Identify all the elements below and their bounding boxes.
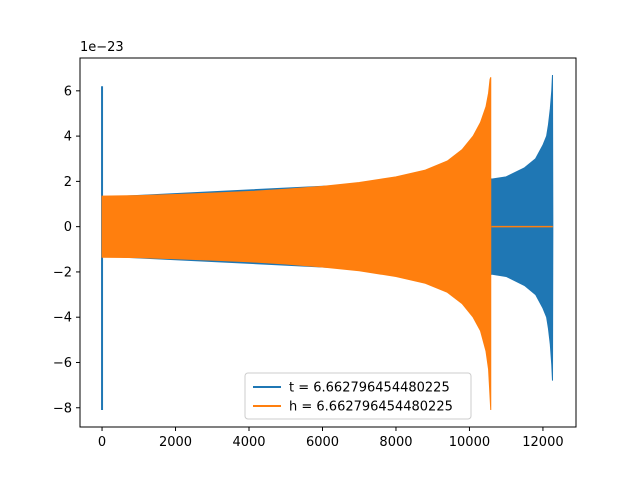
x-axis: 0 2000 4000 6000 8000 10000 12000 — [98, 427, 564, 450]
x-tick-label: 0 — [98, 435, 106, 450]
x-tick-label: 12000 — [522, 435, 563, 450]
x-tick-label: 10000 — [449, 435, 490, 450]
y-tick-label: −6 — [53, 356, 72, 371]
x-tick-label: 4000 — [232, 435, 265, 450]
legend-label: t = 6.662796454480225 — [289, 381, 450, 396]
series-h — [101, 77, 553, 411]
y-tick-label: 6 — [64, 84, 72, 99]
legend-label: h = 6.662796454480225 — [289, 400, 453, 415]
series-h-envelope — [101, 77, 492, 411]
y-tick-label: −2 — [53, 265, 72, 280]
y-tick-label: 4 — [64, 130, 72, 145]
plot-area — [101, 74, 554, 411]
y-axis: −8 −6 −4 −2 0 2 4 6 — [53, 84, 80, 416]
axes-frame — [79, 57, 577, 428]
y-tick-label: −8 — [53, 401, 72, 416]
x-tick-label: 6000 — [306, 435, 339, 450]
x-tick-label: 2000 — [159, 435, 192, 450]
y-offset-label: 1e−23 — [80, 40, 124, 55]
legend: t = 6.662796454480225 h = 6.6627964544802… — [244, 372, 472, 420]
y-tick-label: 0 — [64, 220, 72, 235]
x-tick-label: 8000 — [379, 435, 412, 450]
y-tick-label: 2 — [64, 175, 72, 190]
legend-box — [244, 372, 472, 420]
y-tick-label: −4 — [53, 311, 72, 326]
